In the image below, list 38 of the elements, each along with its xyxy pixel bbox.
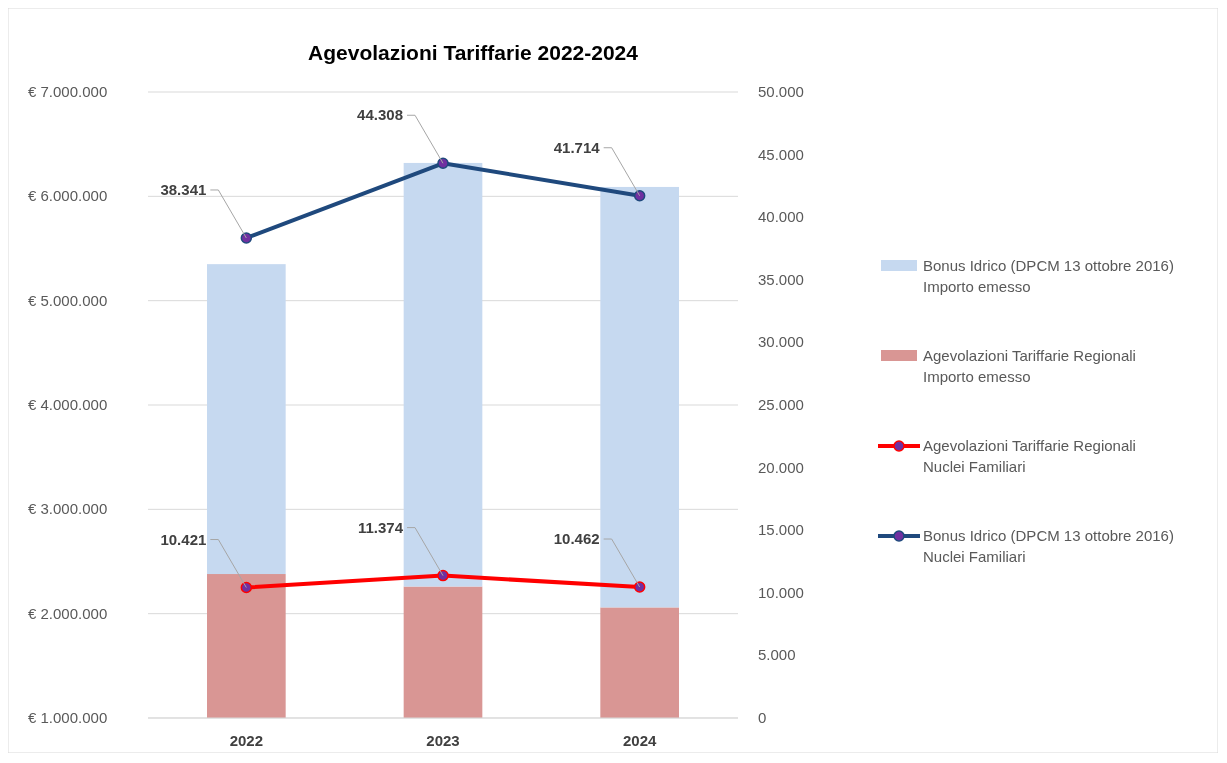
point xyxy=(633,581,646,593)
y-tick-label: € 7.000.000 xyxy=(28,83,108,100)
chart-title: Agevolazioni Tariffarie 2022-2024 xyxy=(308,41,639,64)
y-tick-label: € 1.000.000 xyxy=(28,709,108,726)
y-tick-label: € 3.000.000 xyxy=(28,500,108,518)
legend-label: Bonus Idrico (DPCM 13 ottobre 2016) Importo emesso xyxy=(923,257,1174,295)
x-tick-label: 2024 xyxy=(622,732,658,749)
y-tick-label: € 6.000.000 xyxy=(28,187,108,205)
y2-tick-label: 5.000 xyxy=(758,646,796,664)
x-tick-label: 2023 xyxy=(426,732,460,749)
data-label: 10.421 xyxy=(160,530,207,548)
data-label: 10.462 xyxy=(553,530,600,548)
y-tick-label: € 5.000.000 xyxy=(28,291,108,309)
y2-tick-label: 35.000 xyxy=(758,270,804,288)
y2-tick-label: 45.000 xyxy=(758,145,804,163)
data-label: 41.714 xyxy=(553,138,601,156)
y-tick-label: € 4.000.000 xyxy=(28,396,108,413)
y2-tick-label: 10.000 xyxy=(758,583,804,601)
y2-tick-label: 50.000 xyxy=(758,83,804,100)
y2-tick-label: 15.000 xyxy=(758,521,804,539)
legend-label: Agevolazioni Tariffarie Regionali Importo emesso xyxy=(923,347,1136,385)
y2-tick-label: 40.000 xyxy=(758,208,804,226)
data-label: 11.374 xyxy=(357,518,404,536)
point xyxy=(240,581,253,594)
legend-label: Bonus Idrico (DPCM 13 ottobre 2016) Nuclei Familiari xyxy=(923,527,1174,565)
y2-tick-label: 20.000 xyxy=(758,458,804,476)
y2-tick-label: 30.000 xyxy=(758,333,804,351)
y2-tick-label: 25.000 xyxy=(758,396,804,413)
point xyxy=(437,569,449,582)
y-tick-label: € 2.000.000 xyxy=(28,604,108,622)
x-tick-label: 2022 xyxy=(229,732,264,749)
point xyxy=(240,232,253,244)
data-label: 44.308 xyxy=(357,106,403,124)
data-label: 38.341 xyxy=(160,180,207,198)
point xyxy=(633,189,646,202)
y2-tick-label: 0 xyxy=(758,709,767,726)
point xyxy=(437,157,449,170)
legend-label: Agevolazioni Tariffarie Regionali Nuclei Familiari xyxy=(923,437,1136,475)
